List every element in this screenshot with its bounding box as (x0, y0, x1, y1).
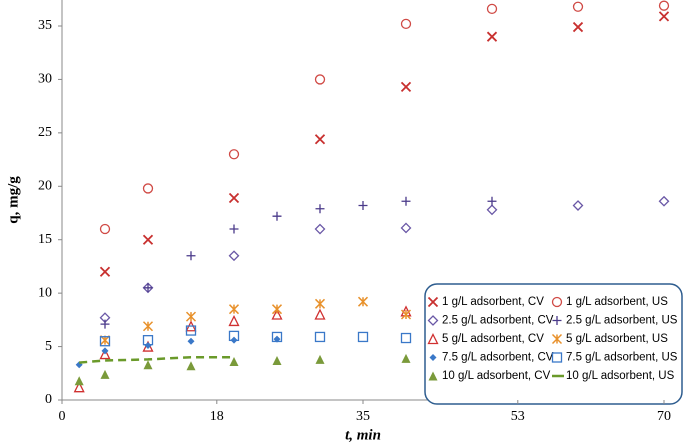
marker-square (314, 331, 326, 343)
marker-asterisk (142, 321, 154, 332)
marker-triangle (228, 314, 240, 327)
marker-asterisk (314, 298, 326, 309)
legend-label: 5 g/L adsorbent, CV (442, 333, 544, 345)
marker-plus (143, 283, 153, 293)
marker-circle (400, 18, 412, 30)
legend-swatch (427, 315, 439, 326)
marker-square (271, 331, 283, 343)
legend-label: 1 g/L adsorbent, CV (442, 296, 544, 308)
marker-diamond (187, 337, 195, 345)
marker-circle (142, 183, 154, 194)
marker-triangle (272, 355, 282, 365)
marker-plus (487, 196, 497, 206)
marker-triangle (143, 360, 153, 370)
marker-plus (272, 211, 282, 221)
y-tick-label: 20 (38, 179, 52, 194)
marker-circle (486, 3, 498, 15)
marker-square (185, 325, 197, 336)
y-tick-label: 25 (38, 125, 52, 140)
legend-swatch (429, 354, 437, 361)
marker-triangle (229, 357, 239, 367)
marker-square (357, 331, 369, 343)
marker-triangle (74, 376, 84, 386)
marker-diamond (572, 200, 584, 211)
marker-triangle (271, 308, 283, 320)
legend-label: 2.5 g/L adsorbent, US (566, 315, 678, 327)
marker-asterisk (228, 304, 240, 315)
marker-x (572, 21, 584, 33)
marker-diamond (486, 204, 498, 216)
marker-asterisk (185, 311, 197, 322)
marker-circle (228, 149, 240, 160)
legend-label: 10 g/L adsorbent, CV (442, 370, 551, 382)
marker-x (400, 81, 412, 93)
marker-square (99, 336, 111, 347)
marker-plus (358, 201, 368, 211)
marker-triangle (99, 348, 111, 360)
legend-label: 7.5 g/L adsorbent, CV (442, 352, 554, 364)
legend-swatch (552, 316, 562, 325)
legend-label: 1 g/L adsorbent, US (566, 296, 668, 308)
marker-square (400, 332, 412, 344)
marker-square (228, 330, 240, 342)
marker-diamond (228, 250, 240, 262)
x-tick-label: 70 (657, 409, 671, 424)
marker-plus (186, 251, 196, 261)
legend-label: 10 g/L adsorbent, US (566, 370, 675, 382)
y-tick-label: 0 (45, 392, 52, 407)
marker-circle (314, 74, 326, 85)
marker-triangle (315, 354, 325, 364)
marker-asterisk (357, 296, 369, 307)
legend-swatch (428, 371, 438, 381)
marker-plus (100, 319, 110, 329)
marker-circle (658, 0, 670, 11)
legend-label: 2.5 g/L adsorbent, CV (442, 315, 554, 327)
legend-box (424, 283, 683, 405)
legend-swatch (427, 296, 439, 308)
x-tick-label: 35 (356, 409, 370, 424)
marker-triangle (314, 308, 326, 320)
marker-triangle (73, 381, 85, 393)
y-tick-label: 10 (38, 285, 52, 300)
marker-triangle (401, 353, 411, 363)
marker-plus (229, 224, 239, 234)
legend-swatch (427, 333, 439, 345)
legend-label: 7.5 g/L adsorbent, US (566, 352, 678, 364)
x-tick-label: 18 (210, 409, 224, 424)
marker-x (658, 11, 670, 22)
x-tick-label: 53 (511, 409, 525, 424)
legend-swatch (551, 352, 563, 363)
marker-triangle (100, 369, 110, 379)
y-axis-label: q, mg/g (5, 176, 21, 224)
marker-diamond (314, 223, 326, 235)
legend-swatch (551, 296, 563, 308)
marker-diamond (101, 347, 109, 355)
marker-asterisk (271, 304, 283, 315)
x-axis-label: t, min (345, 427, 381, 443)
marker-x (486, 31, 498, 42)
marker-circle (99, 223, 111, 235)
marker-diamond (400, 222, 412, 234)
y-tick-label: 35 (38, 18, 52, 33)
marker-square (142, 335, 154, 346)
marker-x (314, 134, 326, 145)
marker-plus (401, 196, 411, 206)
legend-label: 5 g/L adsorbent, US (566, 333, 668, 345)
x-tick-label: 0 (59, 409, 66, 424)
marker-diamond (144, 342, 152, 350)
legend-swatch (551, 333, 563, 345)
marker-asterisk (400, 309, 412, 320)
y-tick-label: 5 (45, 339, 52, 354)
marker-x (99, 266, 111, 277)
marker-triangle (186, 361, 196, 371)
y-tick-label: 30 (38, 72, 52, 87)
marker-circle (572, 1, 584, 12)
marker-x (142, 234, 154, 245)
marker-diamond (658, 195, 670, 207)
marker-plus (315, 204, 325, 214)
series-line (79, 356, 234, 364)
y-tick-label: 15 (38, 232, 52, 247)
marker-x (228, 192, 240, 204)
